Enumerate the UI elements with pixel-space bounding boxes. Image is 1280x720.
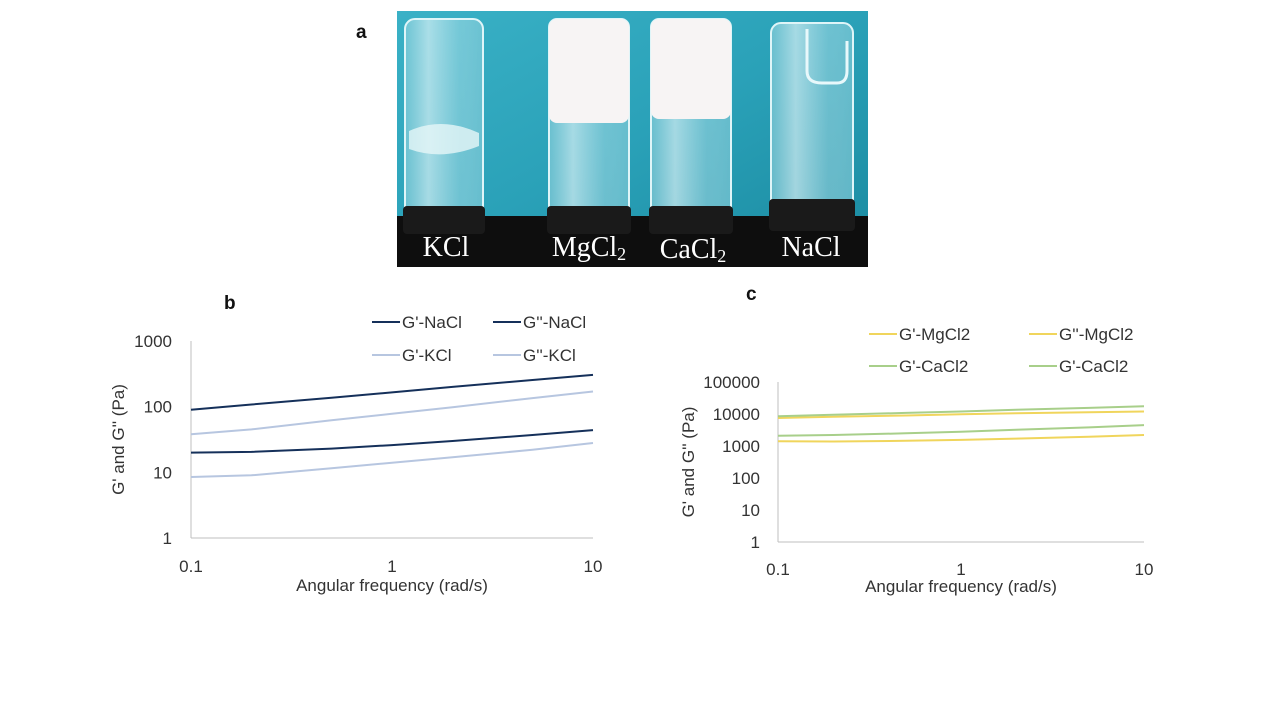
- series-line-b-2: [190, 390, 594, 436]
- legend-label: G''-MgCl2: [1059, 325, 1134, 344]
- series-line-b-1: [190, 429, 594, 454]
- panel-c-label: c: [746, 284, 757, 305]
- series-line-b-3: [190, 442, 594, 478]
- x-tick-label: 1: [956, 560, 965, 579]
- legend-label: G''-NaCl: [523, 313, 586, 332]
- vial-photo: KCl MgCl2 CaCl2 NaCl: [397, 11, 868, 267]
- y-tick-label: 1000: [134, 332, 172, 351]
- vial-label-nacl: NaCl: [781, 232, 840, 263]
- vial-label-cacl2: CaCl2: [660, 234, 727, 266]
- y-tick-label: 1: [751, 533, 760, 552]
- y-tick-label: 100: [732, 469, 760, 488]
- x-tick-label: 0.1: [766, 560, 790, 579]
- series-line-b-0: [190, 373, 594, 411]
- legend-label: G'-MgCl2: [899, 325, 970, 344]
- x-tick-label: 1: [387, 557, 396, 576]
- panel-b-label: b: [224, 293, 236, 314]
- series-line-c-1: [777, 434, 1145, 443]
- y-axis-title: G' and G'' (Pa): [679, 407, 698, 518]
- x-tick-label: 10: [1135, 560, 1154, 579]
- legend-label: G'-KCl: [402, 346, 452, 365]
- vial-nacl: [769, 22, 855, 231]
- vial-photo-drawing: KCl MgCl2 CaCl2 NaCl: [397, 11, 868, 267]
- series-line-c-0: [777, 410, 1145, 419]
- y-tick-label: 10: [741, 501, 760, 520]
- y-tick-label: 1: [163, 529, 172, 548]
- vial-cacl2: [649, 18, 733, 234]
- x-tick-label: 0.1: [179, 557, 203, 576]
- y-tick-label: 10: [153, 463, 172, 482]
- series-line-c-2: [777, 405, 1145, 418]
- y-tick-label: 100: [144, 398, 172, 417]
- legend-label: G'-CaCl2: [1059, 357, 1128, 376]
- series-line-c-3: [777, 424, 1145, 437]
- legend-label: G''-KCl: [523, 346, 576, 365]
- vial-label-kcl: KCl: [423, 232, 470, 263]
- panel-a-label: a: [356, 22, 367, 43]
- x-axis-title: Angular frequency (rad/s): [865, 577, 1057, 596]
- x-axis-title: Angular frequency (rad/s): [296, 576, 488, 595]
- legend-label: G'-CaCl2: [899, 357, 968, 376]
- x-tick-label: 10: [584, 557, 603, 576]
- y-tick-label: 100000: [703, 373, 760, 392]
- y-tick-label: 1000: [722, 437, 760, 456]
- y-axis-title: G' and G'' (Pa): [109, 384, 128, 495]
- y-tick-label: 10000: [713, 405, 760, 424]
- vial-kcl: [403, 18, 485, 234]
- legend-label: G'-NaCl: [402, 313, 462, 332]
- vial-mgcl2: [547, 18, 631, 234]
- vial-label-mgcl2: MgCl2: [552, 232, 626, 264]
